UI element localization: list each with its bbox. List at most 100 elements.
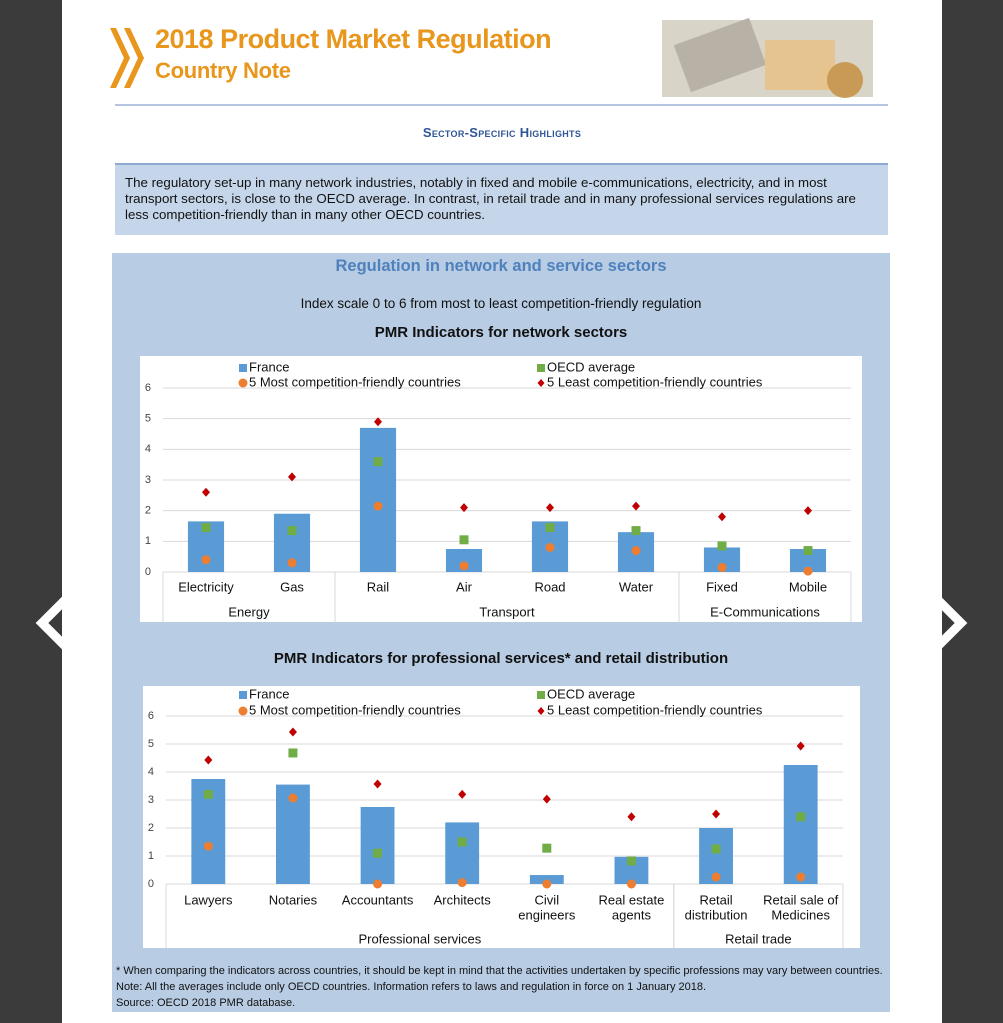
marker-circle — [373, 501, 383, 511]
section-heading: Sector-Specific Highlights — [422, 125, 582, 140]
prev-page[interactable] — [35, 586, 79, 660]
marker-diamond — [546, 503, 554, 513]
marker-circle — [711, 872, 721, 882]
x-tick-label: Retail — [699, 892, 732, 907]
legend-label: OECD average — [547, 359, 635, 374]
group-label: Professional services — [358, 931, 481, 946]
marker-square — [796, 812, 806, 822]
legend-swatch — [537, 691, 545, 699]
panel-title: Regulation in network and service sector… — [335, 257, 667, 275]
x-tick-label: Gas — [280, 579, 304, 594]
plot-box — [143, 686, 860, 948]
legend-swatch — [238, 378, 248, 388]
legend-item: 5 Least competition-friendly countries — [537, 702, 763, 717]
y-tick-label: 0 — [148, 878, 154, 890]
panel-subtitle: Index scale 0 to 6 from most to least co… — [300, 296, 702, 311]
y-tick-label: 2 — [148, 822, 154, 834]
y-tick-label: 4 — [145, 443, 151, 455]
legend-item: 5 Least competition-friendly countries — [537, 374, 763, 389]
marker-square — [545, 523, 555, 533]
plot-box — [140, 356, 862, 622]
marker-circle — [803, 566, 813, 576]
marker-diamond — [632, 501, 640, 511]
marker-circle — [626, 879, 636, 889]
legend-label: 5 Most competition-friendly countries — [249, 702, 461, 717]
legend-item: OECD average — [537, 686, 635, 701]
marker-circle — [201, 555, 211, 565]
x-tick-label: Mobile — [789, 579, 827, 594]
y-tick-label: 4 — [148, 766, 154, 778]
x-tick-label: Air — [456, 579, 473, 594]
marker-circle — [545, 542, 555, 552]
marker-circle — [287, 558, 297, 568]
x-tick-label: Medicines — [771, 907, 830, 922]
footnote: * When comparing the indicators across c… — [116, 965, 883, 977]
bar — [445, 549, 483, 572]
legend-swatch — [537, 379, 545, 387]
marker-circle — [631, 546, 641, 556]
marker-circle — [717, 562, 727, 572]
y-tick-label: 6 — [145, 382, 151, 394]
marker-square — [373, 848, 383, 858]
title: 2018 Product Market Regulation — [155, 24, 552, 54]
y-tick-label: 5 — [148, 738, 154, 750]
marker-circle — [373, 879, 383, 889]
x-tick-label: Fixed — [706, 579, 738, 594]
legend-label: France — [249, 686, 289, 701]
legend-label: OECD average — [547, 686, 635, 701]
marker-diamond — [204, 755, 213, 765]
legend-item: France — [239, 359, 289, 374]
legend-item: 5 Most competition-friendly countries — [238, 702, 461, 717]
y-tick-label: 6 — [148, 710, 154, 722]
marker-diamond — [627, 812, 636, 822]
marker-diamond — [288, 727, 297, 737]
x-tick-label: distribution — [685, 907, 748, 922]
summary: The regulatory set-up in many network in… — [115, 163, 888, 235]
marker-square — [201, 523, 211, 533]
y-tick-label: 2 — [145, 505, 151, 517]
marker-diamond — [458, 789, 467, 799]
legend-item: OECD average — [537, 359, 635, 374]
x-tick-label: Architects — [434, 892, 492, 907]
marker-circle — [796, 872, 806, 882]
marker-circle — [542, 879, 552, 889]
x-tick-label: Notaries — [269, 892, 318, 907]
bar — [359, 427, 397, 572]
y-tick-label: 0 — [145, 566, 151, 578]
x-tick-label: engineers — [518, 907, 576, 922]
marker-circle — [457, 878, 467, 888]
marker-square — [203, 789, 213, 799]
marker-square — [457, 837, 467, 847]
y-tick-label: 5 — [145, 413, 151, 425]
x-tick-label: Lawyers — [184, 892, 233, 907]
bar — [783, 765, 818, 884]
legend-label: 5 Least competition-friendly countries — [547, 702, 763, 717]
logo — [110, 28, 144, 88]
x-tick-label: Retail sale of — [763, 892, 839, 907]
marker-circle — [203, 841, 213, 851]
marker-diamond — [796, 741, 805, 751]
marker-square — [717, 541, 727, 551]
marker-diamond — [374, 417, 382, 427]
group-label: Energy — [228, 604, 270, 619]
group-label: E-Communications — [710, 604, 820, 619]
next-page[interactable] — [924, 586, 968, 660]
marker-diamond — [460, 503, 468, 513]
x-tick-label: Electricity — [178, 579, 234, 594]
x-tick-label: Rail — [367, 579, 390, 594]
y-tick-label: 3 — [145, 474, 151, 486]
marker-circle — [459, 561, 469, 571]
legend-item: France — [239, 686, 289, 701]
group-label: Retail trade — [725, 931, 791, 946]
legend-label: France — [249, 359, 289, 374]
group-label: Transport — [479, 604, 535, 619]
chart-title: PMR Indicators for network sectors — [375, 324, 628, 341]
legend-swatch — [537, 707, 545, 715]
header-image — [662, 17, 873, 98]
legend-label: 5 Most competition-friendly countries — [249, 374, 461, 389]
x-tick-label: agents — [612, 907, 652, 922]
x-tick-label: Accountants — [342, 892, 414, 907]
marker-square — [542, 843, 552, 853]
marker-square — [711, 844, 721, 854]
